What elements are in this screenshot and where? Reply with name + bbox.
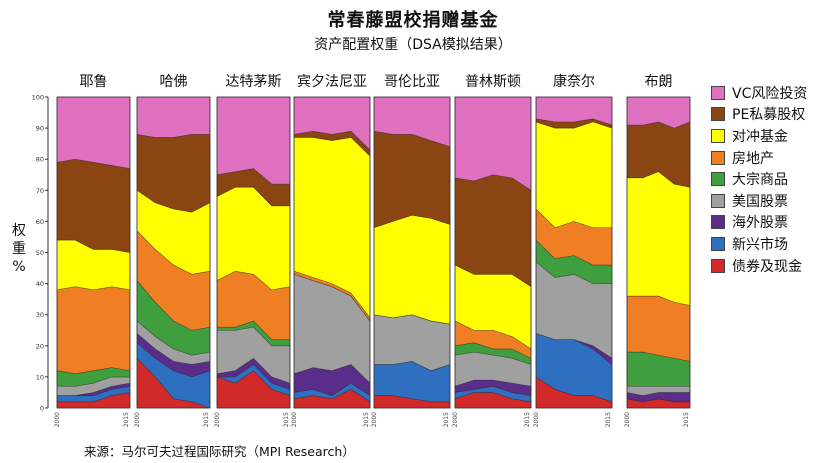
y-tick-label: 30 [36, 311, 44, 319]
panel-title: 达特茅斯 [226, 74, 282, 90]
x-tick-label: 2000 [624, 412, 631, 427]
y-axis-label: 权 重 % [12, 223, 26, 275]
legend-swatch [711, 172, 725, 187]
area-hedge [373, 214, 451, 325]
chart-subtitle: 资产配置权重（DSA模拟结果） [314, 37, 512, 53]
x-tick-label: 2015 [524, 412, 531, 427]
panel-title: 普林斯顿 [465, 74, 521, 90]
area-vc [535, 96, 613, 126]
panel-title: 宾夕法尼亚 [297, 74, 367, 90]
panel-title: 布朗 [645, 74, 673, 90]
panel-frame [373, 96, 451, 409]
y-tick-label: 70 [36, 187, 44, 195]
panel-frame [535, 96, 613, 409]
legend-swatch [711, 215, 725, 230]
x-tick-label: 2000 [452, 412, 459, 427]
x-tick-label: 2015 [443, 412, 450, 427]
legend-label: 大宗商品 [732, 172, 788, 189]
legend-item-bonds: 债券及现金 [711, 255, 807, 277]
legend-swatch [711, 193, 725, 208]
legend: VC风险投资 PE私募股权 对冲基金房地产大宗商品美国股票海外股票新兴市场债券及现金 [711, 82, 807, 276]
y-tick-label: 100 [32, 94, 44, 102]
area-hedge [535, 121, 613, 228]
x-tick-label: 2015 [123, 412, 130, 427]
legend-item-us-equity: 美国股票 [711, 190, 807, 212]
area-vc [56, 96, 131, 169]
legend-swatch [711, 150, 725, 165]
area-realestate [626, 295, 691, 362]
panel-title: 哥伦比亚 [384, 74, 440, 90]
legend-item-vc: VC风险投资 [711, 82, 807, 104]
legend-item-foreign-equity: 海外股票 [711, 212, 807, 234]
area-realestate [56, 286, 131, 375]
area-pe [454, 174, 532, 288]
legend-label: 海外股票 [732, 215, 788, 232]
panel-frame [293, 96, 371, 409]
legend-swatch [711, 258, 725, 273]
legend-label: PE私募股权 [732, 107, 806, 124]
y-tick-label: 0 [40, 405, 44, 413]
y-tick-label: 80 [36, 156, 44, 164]
area-pe [373, 130, 451, 229]
panel-frame [626, 96, 691, 409]
legend-item-hedge: 对冲基金 [711, 125, 807, 147]
legend-item-realestate: 房地产 [711, 147, 807, 169]
panel-frame [136, 96, 211, 409]
x-tick-label: 2015 [283, 412, 290, 427]
panel-frame [454, 96, 532, 409]
x-tick-label: 2015 [605, 412, 612, 427]
legend-item-em: 新兴市场 [711, 233, 807, 255]
y-tick-label: 90 [36, 125, 44, 133]
x-tick-label: 2000 [214, 412, 221, 427]
area-hedge [626, 171, 691, 306]
x-tick-label: 2015 [683, 412, 690, 427]
y-tick-label: 20 [36, 342, 44, 350]
legend-label: 债券及现金 [732, 258, 802, 275]
legend-item-commodity: 大宗商品 [711, 168, 807, 190]
legend-item-pe: PE私募股权 [711, 104, 807, 126]
source-note: 来源：马尔可夫过程国际研究（MPI Research） [84, 444, 355, 459]
x-tick-label: 2000 [371, 412, 378, 427]
x-tick-label: 2000 [54, 412, 61, 427]
legend-label: 美国股票 [732, 193, 788, 210]
legend-swatch [711, 107, 725, 122]
chart-title: 常春藤盟校捐赠基金 [327, 10, 499, 31]
panel-title: 康奈尔 [553, 73, 595, 90]
legend-swatch [711, 85, 725, 100]
x-tick-label: 2015 [203, 412, 210, 427]
panel-title: 耶鲁 [80, 74, 108, 90]
y-tick-label: 10 [36, 373, 44, 381]
legend-swatch [711, 128, 725, 143]
x-tick-label: 2000 [134, 412, 141, 427]
y-tick-label: 40 [36, 280, 44, 288]
x-tick-label: 2015 [363, 412, 370, 427]
area-vc [136, 96, 211, 138]
legend-swatch [711, 236, 725, 251]
legend-label: VC风险投资 [732, 85, 808, 102]
legend-label: 新兴市场 [732, 236, 788, 253]
area-pe [56, 158, 131, 253]
x-tick-label: 2000 [291, 412, 298, 427]
panel-frame [216, 96, 291, 409]
legend-label: 房地产 [732, 150, 774, 167]
panel-frame [56, 96, 131, 409]
panel-title: 哈佛 [160, 74, 188, 90]
y-tick-label: 60 [36, 218, 44, 226]
x-tick-label: 2000 [533, 412, 540, 427]
legend-label: 对冲基金 [732, 128, 788, 145]
y-tick-label: 50 [36, 249, 44, 257]
